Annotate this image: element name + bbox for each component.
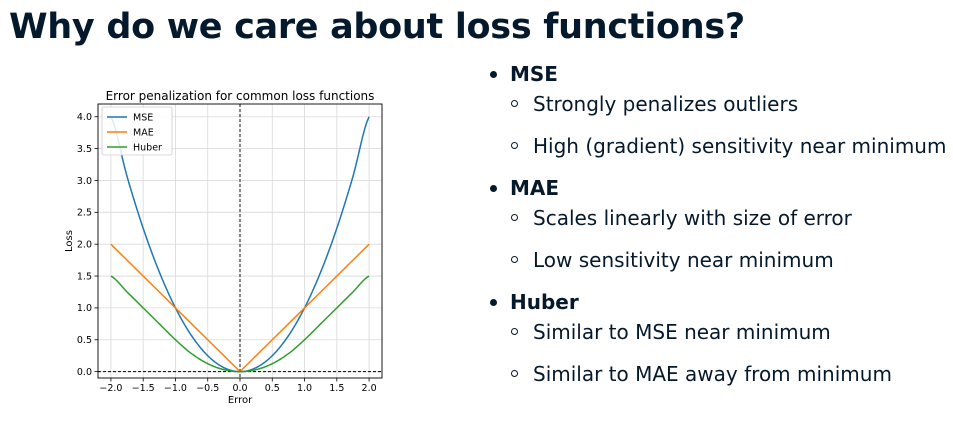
y-tick-label: 2.0 <box>77 239 92 250</box>
sub-bullet: High (gradient) sensitivity near minimum <box>488 132 948 174</box>
bullet-list: MSE Strongly penalizes outliers High (gr… <box>488 60 948 402</box>
bullet-group-mae: MAE Scales linearly with size of error L… <box>488 174 948 288</box>
bullet-group-huber: Huber Similar to MSE near minimum Simila… <box>488 288 948 402</box>
x-tick-label: 0.0 <box>232 383 247 394</box>
slide-title: Why do we care about loss functions? <box>9 7 745 47</box>
loss-chart: −2.0 −1.5 −1.0 −0.5 0.0 0.5 1.0 1.5 2.0 0.0 0.5 1.0… <box>64 89 383 406</box>
sub-bullet: Similar to MAE away from minimum <box>488 360 948 402</box>
y-tick-label: 2.5 <box>77 208 92 219</box>
bullet-group-mse: MSE Strongly penalizes outliers High (gr… <box>488 60 948 174</box>
x-tick-label: 2.0 <box>362 383 377 394</box>
bullet-heading-mae: MAE <box>488 174 948 204</box>
legend-label-mse: MSE <box>133 112 153 123</box>
x-tick-label: 0.5 <box>265 383 280 394</box>
bullet-heading-mse: MSE <box>488 60 948 90</box>
x-tick-label: −1.5 <box>132 383 155 394</box>
sub-bullet: Similar to MSE near minimum <box>488 318 948 360</box>
legend-box <box>101 106 173 156</box>
y-tick-label: 4.0 <box>77 112 92 123</box>
y-tick-label: 1.0 <box>77 303 92 314</box>
legend-label-mae: MAE <box>133 127 154 138</box>
chart-title: Error penalization for common loss funct… <box>106 89 375 103</box>
x-tick-label: 1.0 <box>297 383 312 394</box>
bullet-heading-huber: Huber <box>488 288 948 318</box>
x-axis-label: Error <box>228 395 253 406</box>
y-tick-label: 3.5 <box>77 144 92 155</box>
y-tick-label: 1.5 <box>77 271 92 282</box>
y-axis-label: Loss <box>64 230 75 252</box>
legend-label-huber: Huber <box>133 142 162 153</box>
x-tick-label: −1.0 <box>164 383 187 394</box>
y-tick-label: 0.0 <box>77 367 92 378</box>
sub-bullet: Strongly penalizes outliers <box>488 90 948 132</box>
x-tick-label: −2.0 <box>99 383 122 394</box>
x-tick-label: 1.5 <box>329 383 344 394</box>
y-tick-label: 3.0 <box>77 176 92 187</box>
series-line-huber <box>110 275 370 373</box>
y-tick-label: 0.5 <box>77 335 92 346</box>
sub-bullet: Scales linearly with size of error <box>488 204 948 246</box>
sub-bullet: Low sensitivity near minimum <box>488 246 948 288</box>
x-tick-label: −0.5 <box>196 383 219 394</box>
